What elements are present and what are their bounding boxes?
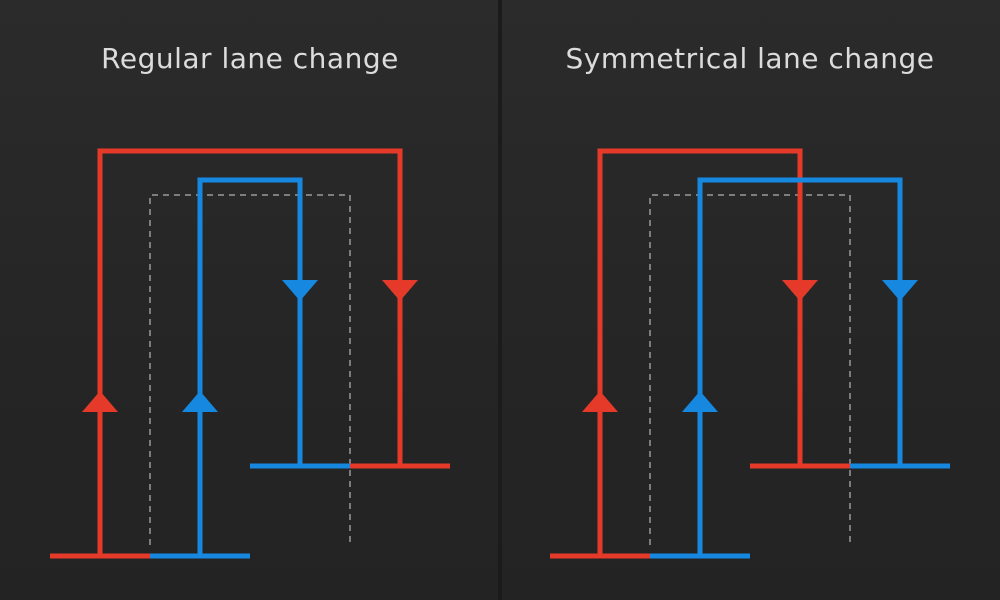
red-up-arrow [82,391,118,412]
panel-divider [498,0,502,600]
blue-route-line [197,177,303,555]
regular-lane-change-diagram [50,148,450,559]
red-down-arrow [782,280,818,301]
panel-symmetrical-lane-change: Symmetrical lane change [500,0,1000,600]
blue-down-arrow [282,280,318,301]
blue-up-arrow [182,391,218,412]
panel-title: Regular lane change [101,42,399,75]
symmetrical-lane-change-diagram [550,148,950,559]
blue-down-arrow [882,280,918,301]
dashed-outline [149,194,351,545]
panel-regular-lane-change: Regular lane change [50,42,450,559]
red-up-arrow [582,391,618,412]
red-down-arrow [382,280,418,301]
red-route-line [597,148,803,555]
dashed-outline [649,194,851,545]
panel-title: Symmetrical lane change [565,42,935,75]
blue-up-arrow [682,391,718,412]
red-route-line [97,148,403,555]
blue-route-line [697,177,903,555]
